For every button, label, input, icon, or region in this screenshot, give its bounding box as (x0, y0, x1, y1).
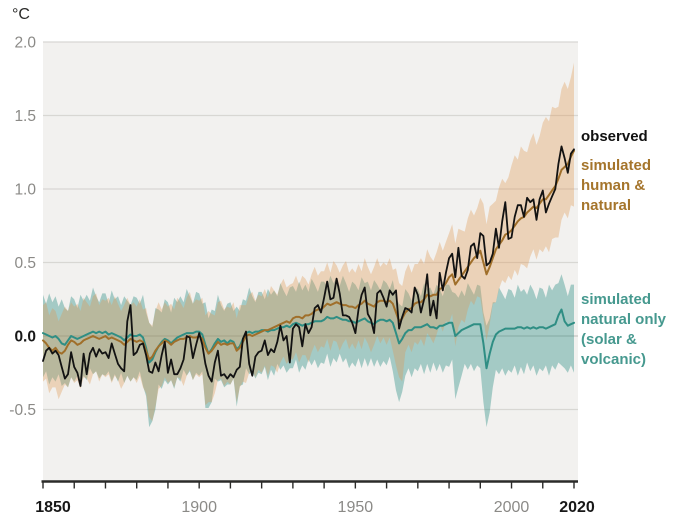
x-tick-label-2000: 2000 (494, 499, 530, 516)
y-tick-label-0.0: 0.0 (14, 329, 36, 346)
x-tick-label-1950: 1950 (338, 499, 374, 516)
line-human_natural (42, 149, 575, 361)
band-natural (43, 274, 574, 428)
legend-human-natural-label: simulated human & natural (581, 157, 652, 214)
legend-natural-only-label: simulated natural only (solar & volcanic… (581, 291, 667, 368)
y-tick-label-0.5: 0.5 (14, 255, 36, 272)
y-tick-label--0.5: -0.5 (9, 402, 36, 419)
y-axis-unit-label: °C (12, 6, 30, 23)
y-tick-label-2.0: 2.0 (14, 35, 36, 52)
x-tick-label-1850: 1850 (35, 499, 71, 516)
x-tick-label-1900: 1900 (181, 499, 217, 516)
legend-observed-label: observed (581, 128, 648, 145)
x-tick-label-2020: 2020 (559, 499, 595, 516)
y-tick-label-1.0: 1.0 (14, 182, 36, 199)
band-human_natural (43, 62, 574, 422)
line-observed (42, 145, 575, 387)
y-tick-label-1.5: 1.5 (14, 108, 36, 125)
